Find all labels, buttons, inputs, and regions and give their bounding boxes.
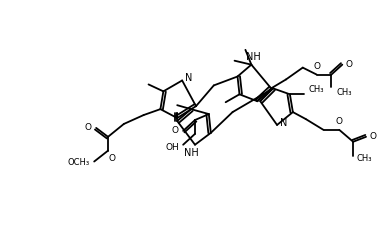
Text: N: N bbox=[185, 74, 193, 83]
Text: O: O bbox=[85, 123, 92, 132]
Text: O: O bbox=[313, 62, 320, 71]
Text: N: N bbox=[280, 118, 288, 128]
Text: OCH₃: OCH₃ bbox=[67, 158, 89, 167]
Text: O: O bbox=[346, 60, 353, 69]
Text: CH₃: CH₃ bbox=[308, 85, 324, 94]
Text: NH: NH bbox=[184, 148, 198, 158]
Text: OH: OH bbox=[165, 143, 179, 152]
Text: O: O bbox=[108, 154, 115, 163]
Text: O: O bbox=[336, 117, 343, 127]
Text: O: O bbox=[172, 126, 179, 135]
Text: O: O bbox=[369, 132, 377, 141]
Text: CH₃: CH₃ bbox=[336, 88, 352, 97]
Text: CH₃: CH₃ bbox=[356, 154, 371, 163]
Text: NH: NH bbox=[246, 52, 261, 62]
